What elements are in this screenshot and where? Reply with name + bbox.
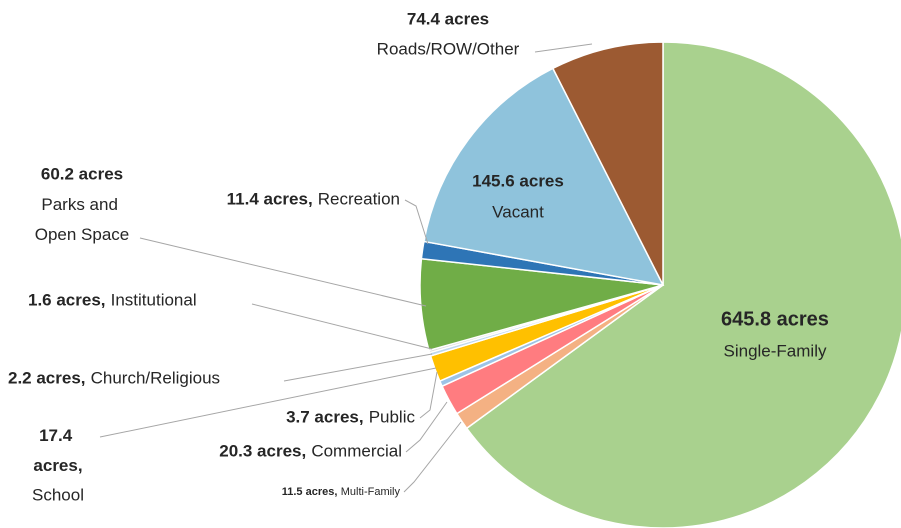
data-label: 11.5 acres, xyxy=(282,486,338,498)
category-label: Parks and Open Space xyxy=(35,195,130,244)
data-label: 20.3 acres, xyxy=(219,441,306,460)
pie-slice xyxy=(423,67,665,287)
leader-line xyxy=(534,43,593,53)
leader-line xyxy=(283,353,433,382)
data-label: 145.6 acres xyxy=(472,171,564,190)
data-label: 74.4 acres xyxy=(407,9,489,28)
data-label: 1.6 acres, xyxy=(28,290,106,309)
leader-line xyxy=(404,199,429,245)
category-label: Single-Family xyxy=(724,341,827,360)
data-label: 2.2 acres, xyxy=(8,368,86,387)
category-label: Roads/ROW/Other xyxy=(377,39,520,58)
leader-line xyxy=(139,237,427,307)
category-label: Multi-Family xyxy=(341,486,401,498)
leader-line xyxy=(251,303,433,350)
category-label: Recreation xyxy=(318,189,400,208)
category-label: Commercial xyxy=(311,441,402,460)
category-label: Church/Religious xyxy=(91,368,220,387)
leader-line xyxy=(405,401,448,453)
data-label: 60.2 acres xyxy=(41,164,123,183)
pie-slice xyxy=(465,41,901,528)
category-label: School xyxy=(32,485,84,504)
leader-line xyxy=(403,421,462,493)
leader-line xyxy=(99,367,437,438)
data-label: 17.4 acres, xyxy=(33,426,82,475)
data-label: 11.4 acres, xyxy=(227,189,313,208)
data-label: 3.7 acres, xyxy=(286,407,364,426)
category-label: Public xyxy=(369,407,416,426)
category-label: Vacant xyxy=(492,202,544,221)
pie-slice xyxy=(551,41,664,286)
category-label: Institutional xyxy=(111,290,197,309)
data-label: 645.8 acres xyxy=(721,308,829,330)
leader-line xyxy=(419,371,438,419)
